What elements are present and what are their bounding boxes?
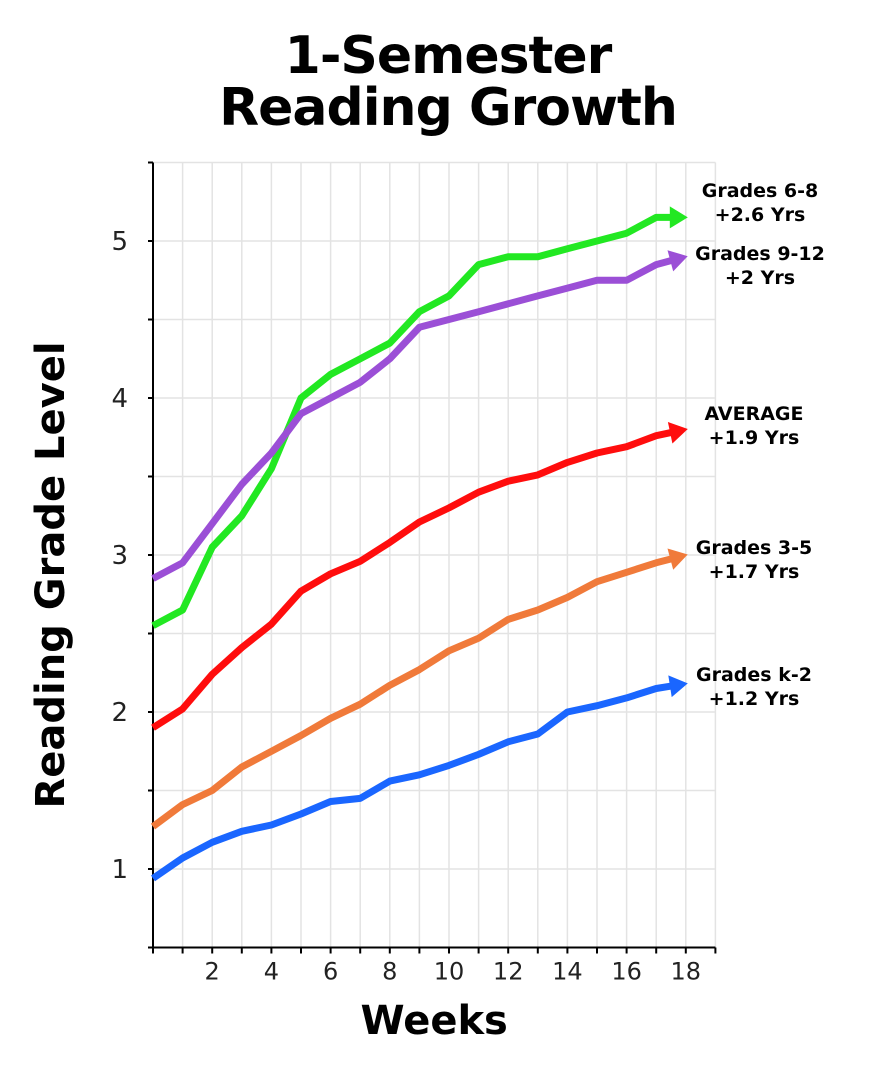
series-arrowhead-2 xyxy=(667,422,688,444)
series-label-4-line-0: Grades k-2 xyxy=(696,664,812,686)
series-arrowhead-1 xyxy=(667,250,688,272)
x-tick-label: 12 xyxy=(493,958,524,986)
x-tick-label: 10 xyxy=(434,958,465,986)
series-label-4-line-1: +1.2 Yrs xyxy=(709,688,800,710)
series-arrowhead-0 xyxy=(669,206,688,229)
series-label-2-line-1: +1.9 Yrs xyxy=(709,427,800,449)
y-axis-label: Reading Grade Level xyxy=(28,341,74,808)
x-tick-label: 18 xyxy=(671,958,702,986)
y-tick-label: 1 xyxy=(111,855,128,885)
y-tick-label: 2 xyxy=(111,698,128,728)
series-label-1-line-0: Grades 9-12 xyxy=(695,243,825,265)
series-arrowhead-4 xyxy=(668,675,688,698)
series-label-3-line-1: +1.7 Yrs xyxy=(709,561,800,583)
series-lines xyxy=(150,206,688,882)
chart-title-line2: Reading Growth xyxy=(219,78,678,138)
x-tick-label: 14 xyxy=(552,958,583,986)
chart-title-line1: 1-Semester xyxy=(284,26,613,86)
x-axis-label: Weeks xyxy=(361,998,508,1044)
series-label-1-line-1: +2 Yrs xyxy=(725,267,795,289)
series-labels: Grades 6-8+2.6 Yrs Grades 9-12+2 Yrs AVERA… xyxy=(695,180,825,710)
y-tick-label: 5 xyxy=(111,227,128,257)
series-label-0-line-1: +2.6 Yrs xyxy=(715,204,806,226)
series-line-2 xyxy=(151,428,673,731)
series-arrowhead-3 xyxy=(667,548,688,570)
x-tick-label: 4 xyxy=(264,958,279,986)
x-tick-label: 8 xyxy=(382,958,397,986)
series-label-0-line-0: Grades 6-8 xyxy=(702,180,819,202)
series-label-3-line-0: Grades 3-5 xyxy=(696,537,813,559)
x-tick-label: 2 xyxy=(205,958,220,986)
series-line-0 xyxy=(151,213,672,629)
grid xyxy=(153,161,717,949)
series-label-2-line-0: AVERAGE xyxy=(704,403,803,425)
x-tick-label: 16 xyxy=(611,958,642,986)
y-tick-label: 3 xyxy=(111,541,128,571)
series-line-4 xyxy=(151,682,673,882)
x-tick-label: 6 xyxy=(323,958,338,986)
y-tick-label: 4 xyxy=(111,384,128,414)
series-line-1 xyxy=(151,256,674,582)
series-line-3 xyxy=(150,555,674,830)
